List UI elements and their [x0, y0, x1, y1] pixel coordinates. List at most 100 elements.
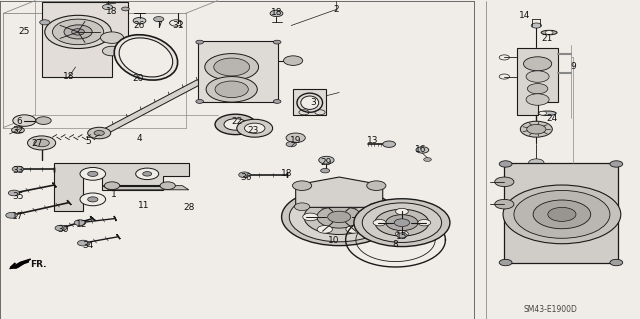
Circle shape [12, 127, 24, 133]
Circle shape [503, 185, 621, 244]
Circle shape [40, 20, 50, 25]
Circle shape [104, 182, 120, 189]
Circle shape [215, 114, 256, 135]
Ellipse shape [538, 111, 556, 115]
Text: 36: 36 [241, 173, 252, 182]
Text: 35: 35 [12, 192, 24, 201]
Text: 1: 1 [111, 190, 116, 199]
Circle shape [286, 142, 296, 147]
Circle shape [64, 25, 92, 39]
Circle shape [362, 203, 442, 242]
Circle shape [527, 124, 546, 134]
Circle shape [45, 15, 111, 48]
Text: 18: 18 [63, 72, 75, 81]
Circle shape [215, 81, 248, 98]
Circle shape [206, 77, 257, 102]
Circle shape [539, 111, 547, 115]
Text: 10: 10 [328, 236, 340, 245]
Polygon shape [90, 216, 95, 221]
Circle shape [304, 187, 374, 222]
Text: 21: 21 [541, 34, 553, 43]
Circle shape [13, 115, 36, 126]
Circle shape [270, 10, 283, 17]
Circle shape [383, 141, 396, 147]
Circle shape [88, 197, 98, 202]
Circle shape [34, 139, 49, 147]
Circle shape [196, 100, 204, 103]
Circle shape [527, 84, 548, 94]
Circle shape [237, 119, 273, 137]
Circle shape [94, 130, 104, 136]
Circle shape [499, 259, 512, 266]
Circle shape [282, 188, 397, 246]
Circle shape [317, 201, 333, 208]
Circle shape [529, 159, 544, 167]
Text: 3: 3 [311, 98, 316, 107]
Polygon shape [293, 89, 326, 115]
Circle shape [386, 215, 418, 231]
Text: 15: 15 [396, 232, 408, 241]
Circle shape [143, 172, 152, 176]
Circle shape [526, 71, 549, 82]
Circle shape [418, 219, 431, 226]
Circle shape [373, 219, 386, 226]
Circle shape [74, 220, 86, 226]
Polygon shape [52, 183, 56, 187]
Text: 9: 9 [570, 63, 575, 71]
Polygon shape [504, 163, 618, 263]
Circle shape [102, 4, 113, 10]
Circle shape [524, 57, 552, 71]
Text: 18: 18 [281, 169, 292, 178]
Text: 29: 29 [321, 158, 332, 167]
Text: 2: 2 [333, 5, 339, 14]
Text: 8: 8 [393, 240, 398, 249]
Circle shape [52, 19, 104, 45]
Polygon shape [517, 48, 558, 115]
Circle shape [80, 167, 106, 180]
Circle shape [319, 156, 334, 164]
Circle shape [55, 225, 67, 231]
Text: 18: 18 [106, 7, 118, 16]
Circle shape [545, 31, 553, 34]
Circle shape [610, 259, 623, 266]
Circle shape [533, 200, 591, 229]
Circle shape [375, 209, 429, 236]
Circle shape [548, 207, 576, 221]
Circle shape [286, 133, 305, 143]
Polygon shape [296, 177, 383, 207]
Ellipse shape [301, 96, 319, 109]
Circle shape [160, 182, 175, 189]
Circle shape [292, 181, 312, 190]
Circle shape [304, 199, 374, 234]
Text: 25: 25 [19, 27, 30, 36]
Text: 19: 19 [290, 136, 301, 145]
Circle shape [416, 147, 429, 153]
Circle shape [328, 211, 351, 223]
Circle shape [396, 231, 408, 237]
Circle shape [88, 171, 98, 176]
Circle shape [72, 29, 84, 35]
Circle shape [196, 40, 204, 44]
Text: 16: 16 [415, 145, 427, 154]
Circle shape [122, 54, 129, 58]
Circle shape [317, 206, 362, 228]
Circle shape [284, 56, 303, 65]
Text: 5: 5 [86, 137, 91, 146]
Circle shape [346, 226, 362, 233]
Circle shape [526, 94, 549, 105]
Circle shape [239, 172, 250, 178]
Polygon shape [198, 41, 278, 102]
Circle shape [154, 17, 164, 22]
Circle shape [531, 23, 541, 28]
Polygon shape [42, 2, 128, 77]
Ellipse shape [541, 30, 557, 35]
Circle shape [610, 161, 623, 167]
Circle shape [273, 100, 281, 103]
Circle shape [88, 127, 111, 139]
Text: 22: 22 [231, 117, 243, 126]
Text: 7: 7 [156, 21, 161, 30]
Circle shape [80, 193, 106, 206]
Ellipse shape [114, 35, 178, 80]
Circle shape [394, 219, 410, 226]
Circle shape [28, 136, 56, 150]
